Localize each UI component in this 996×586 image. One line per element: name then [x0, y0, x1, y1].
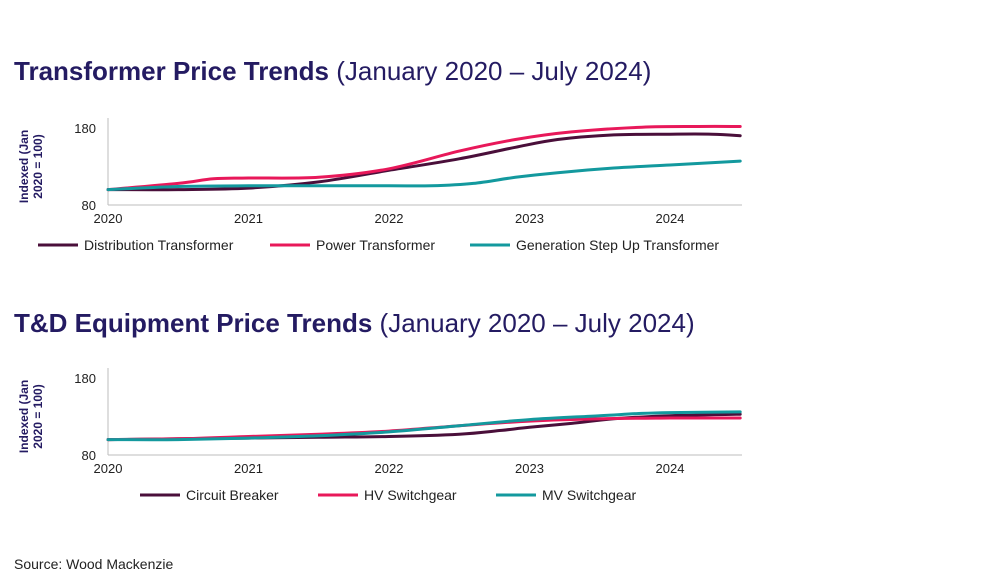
x-tick-label: 2021	[234, 461, 263, 476]
x-tick-label: 2022	[375, 461, 404, 476]
series-line-power-transformer	[106, 124, 742, 192]
transformer-price-chart: 180 80 Indexed (Jan 2020 = 100) 2020 2021 2022…	[17, 118, 742, 253]
legend-label: HV Switchgear	[364, 487, 457, 503]
series-line-generation-step-up-transformer	[106, 159, 742, 192]
y-axis-label-line-2: 2020 = 100)	[31, 384, 45, 448]
y-axis-label-line-1: Indexed (Jan	[17, 130, 31, 203]
y-tick-label: 180	[74, 371, 96, 386]
y-axis-label-line-1: Indexed (Jan	[17, 380, 31, 453]
y-tick-label: 80	[82, 198, 96, 213]
x-tick-label: 2023	[515, 211, 544, 226]
x-tick-label: 2024	[656, 461, 685, 476]
source-note: Source: Wood Mackenzie	[14, 556, 174, 572]
x-tick-label: 2020	[94, 461, 123, 476]
td-equipment-price-chart: 180 80 Indexed (Jan 2020 = 100) 2020 2021 2022…	[17, 368, 742, 503]
legend-label: Distribution Transformer	[84, 237, 234, 253]
legend-label: Generation Step Up Transformer	[516, 237, 719, 253]
chart-1-title-date-range: (January 2020 – July 2024)	[336, 56, 652, 86]
y-axis-label-line-2: 2020 = 100)	[31, 134, 45, 198]
legend-label: Power Transformer	[316, 237, 435, 253]
x-tick-label: 2024	[656, 211, 685, 226]
series-line-distribution-transformer	[106, 132, 742, 192]
legend-label: MV Switchgear	[542, 487, 636, 503]
chart-2-title-date-range: (January 2020 – July 2024)	[379, 308, 695, 338]
x-tick-label: 2023	[515, 461, 544, 476]
chart-1-title-bold: Transformer Price Trends	[14, 56, 330, 86]
chart-1-title: Transformer Price Trends (January 2020 –…	[14, 56, 651, 87]
y-tick-label: 180	[74, 121, 96, 136]
chart-2-title: T&D Equipment Price Trends (January 2020…	[14, 308, 695, 339]
x-tick-label: 2022	[375, 211, 404, 226]
x-tick-label: 2020	[94, 211, 123, 226]
x-tick-label: 2021	[234, 211, 263, 226]
y-tick-label: 80	[82, 448, 96, 463]
series-line-mv-switchgear	[106, 410, 742, 442]
legend-label: Circuit Breaker	[186, 487, 279, 503]
chart-2-title-bold: T&D Equipment Price Trends	[14, 308, 373, 338]
